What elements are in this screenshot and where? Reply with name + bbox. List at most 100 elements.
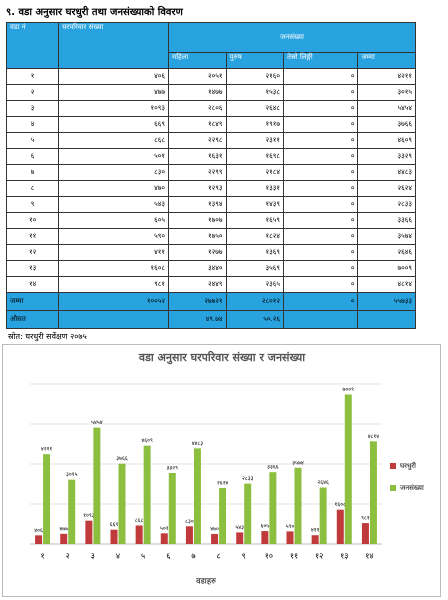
grid	[30, 383, 382, 505]
bar	[110, 529, 118, 544]
bar	[361, 523, 369, 544]
table-cell: २६४८	[225, 100, 285, 117]
table-cell: ४२११	[357, 68, 416, 85]
table-row: ५ ८६८ २२९८ २३११ ० ४६०९	[5, 132, 416, 149]
table-cell: ५०.२६	[225, 310, 285, 329]
value-label: ५४३	[235, 525, 244, 531]
bar	[168, 472, 176, 544]
bar	[43, 454, 51, 544]
bar	[219, 488, 227, 544]
table-cell: १०	[5, 212, 60, 229]
table-cell: १०९३	[58, 100, 170, 117]
bar	[135, 525, 143, 544]
table-cell: २८३३	[357, 196, 416, 213]
table-cell: १२७७	[168, 244, 227, 261]
value-label: ७००९	[343, 387, 355, 393]
table-cell: ४४८३	[357, 164, 416, 181]
table-cell: १	[5, 68, 60, 85]
table-cell: १२९३	[168, 180, 227, 197]
table-cell: ११	[5, 228, 60, 245]
column-header: घरपरिवार संख्या	[58, 22, 170, 69]
table-cell: ५५७३३	[357, 292, 416, 311]
x-tick-label: १	[40, 552, 44, 561]
table-row: ११ ५९० १७५० १८२४ ० ३५७४	[5, 228, 416, 245]
table-row: १० ६०५ १७०७ १६५९ ० ३३६६	[5, 212, 416, 229]
value-label: ४८१४	[368, 434, 380, 440]
bar	[269, 472, 277, 544]
table-cell	[283, 310, 359, 329]
x-axis-label: वडाहरु	[196, 577, 216, 586]
bar	[211, 533, 219, 544]
table-cell: ३	[5, 100, 60, 117]
chart-border	[2, 344, 441, 597]
table-cell: १४३९	[225, 196, 285, 213]
x-tick-label: १२	[315, 552, 323, 561]
bar	[185, 526, 193, 544]
table-cell: १४७७	[168, 84, 227, 101]
x-tick-label: ११	[290, 552, 298, 561]
subcolumn-header: महिला	[168, 52, 227, 69]
table-cell: ५४५४	[357, 100, 416, 117]
table-cell: ०	[283, 100, 359, 117]
bar	[311, 535, 319, 544]
value-label: १०९३	[83, 513, 95, 519]
table-cell: १२	[5, 244, 60, 261]
table-cell: ४११	[58, 244, 170, 261]
table-cell: २४४९	[168, 276, 227, 293]
table-row: १३ १६०८ ३४४० ३५६९ ० ७००९	[5, 260, 416, 277]
chart-title: वडा अनुसार घरपरिवार संख्या र जनसंख्या	[138, 350, 306, 365]
table-cell: ४९.७४	[168, 310, 227, 329]
table-cell: ०	[283, 212, 359, 229]
table-cell: ०	[283, 84, 359, 101]
value-label: २६४६	[317, 480, 329, 486]
bar	[118, 463, 126, 544]
subcolumn-header: जम्मा	[357, 52, 416, 69]
table-row: औसत ४९.७४ ५०.२६	[5, 310, 416, 329]
table-row: ९ ५४३ १३९४ १४३९ ० २८३३	[5, 196, 416, 213]
value-label: ४४८३	[192, 441, 204, 447]
table-cell: ९	[5, 196, 60, 213]
table-cell: ३४४०	[168, 260, 227, 277]
table-cell: ५४३	[58, 196, 170, 213]
subcolumn-header: तेस्रो लिङ्गी	[283, 52, 359, 69]
table-row: ८ ४७० १२९३ १३३१ ० २६२४	[5, 180, 416, 197]
table-cell: ८	[5, 180, 60, 197]
table-row: १ ४०६ २०५१ २१६० ० ४२११	[5, 68, 416, 85]
table-cell: ८६८	[58, 132, 170, 149]
value-label: ३३२९	[167, 465, 179, 471]
bar	[93, 427, 101, 544]
table-cell: १९१७	[225, 116, 285, 133]
table-cell: ०	[283, 148, 359, 165]
table-row: ७ ८३० २२९९ २१८४ ० ४४८३	[5, 164, 416, 181]
table-cell: १७०७	[168, 212, 227, 229]
table-cell: ३५७४	[357, 228, 416, 245]
table-cell: २७७२१	[168, 292, 227, 311]
table-cell: २८०१२	[225, 292, 285, 311]
bar	[336, 509, 344, 544]
table-cell: ३०१५	[357, 84, 416, 101]
value-label: ८६८	[135, 518, 144, 524]
value-label: १६०८	[335, 502, 347, 508]
value-label: ३५७४	[292, 460, 304, 466]
table-cell: १३	[5, 260, 60, 277]
table-cell: ०	[283, 132, 359, 149]
table-cell: ५९०	[58, 228, 170, 245]
bar	[261, 531, 269, 544]
table-cell: ६०५	[58, 212, 170, 229]
value-label: ४७७	[59, 526, 68, 532]
table-cell: २२९८	[168, 132, 227, 149]
x-tick-label: ६	[166, 552, 170, 561]
table-cell: ०	[283, 244, 359, 261]
table-cell: ३५६९	[225, 260, 285, 277]
table-cell: ०	[283, 260, 359, 277]
x-tick-label: ८	[216, 552, 220, 561]
page-title: ९. वडा अनुसार घरधुरी तथा जनसंख्याको विवर…	[6, 7, 183, 18]
bar	[319, 487, 327, 544]
table-cell: १३३१	[225, 180, 285, 197]
table-cell: १६९८	[225, 148, 285, 165]
value-label: २८३३	[242, 476, 254, 482]
table-cell: १००५२	[58, 292, 170, 311]
value-label: २६२४	[217, 481, 229, 487]
table-cell: १३९४	[168, 196, 227, 213]
table-row: १४ ९८१ २४४९ २३६५ ० ४८१४	[5, 276, 416, 293]
